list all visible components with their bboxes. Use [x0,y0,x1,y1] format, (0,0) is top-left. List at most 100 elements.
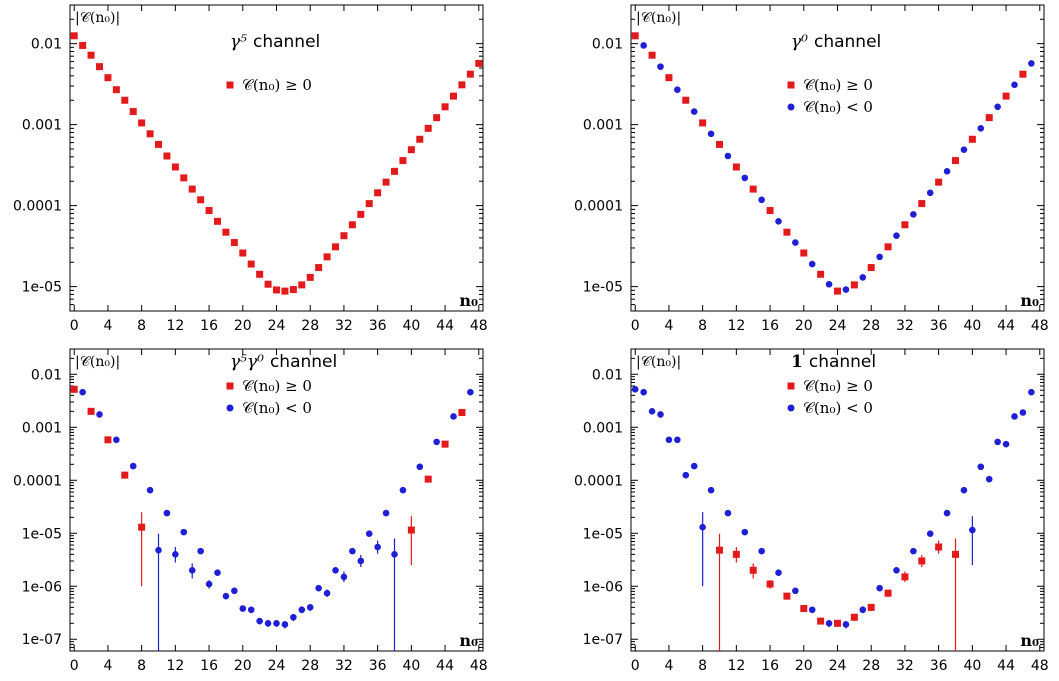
data-point-square [424,475,432,483]
data-point-square [901,573,909,581]
data-point-circle [340,573,348,581]
legend-marker-square [226,382,234,390]
data-point-square [441,103,449,111]
data-point-circle [876,253,883,261]
data-point-square [180,174,188,182]
data-point-square [357,210,365,218]
y-tick-label: 0.0001 [574,473,623,489]
data-point-circle [96,411,103,418]
data-point-circle [290,613,297,621]
data-point-circle [842,621,850,628]
data-point-square [484,49,491,56]
data-point-square [382,178,390,186]
data-point-square [247,260,255,268]
data-point-square [399,157,407,165]
data-point-circle [657,63,664,70]
legend-label: 𝒞(n₀) < 0 [242,399,312,417]
data-point-square [935,178,943,186]
y-tick-label: 1e-06 [583,579,623,595]
data-point-square [407,146,415,154]
data-point-circle [758,547,765,555]
data-point-circle [365,530,373,538]
data-point-square [732,550,740,558]
chart-title-symbol: γ⁰ [791,32,808,52]
data-point-square [273,286,280,294]
data-point-square [96,63,103,71]
chart-title-text: channel [270,352,337,372]
y-axis-label: |𝒞(n₀)| [75,10,120,26]
data-point-circle [631,386,639,393]
legend-label: 𝒞(n₀) ≥ 0 [803,76,873,94]
y-tick-label: 0.001 [22,420,62,436]
data-point-square [222,228,230,236]
data-point-circle [775,218,782,225]
data-point-square [315,264,323,272]
data-point-circle [205,580,213,588]
data-point-circle [113,436,120,444]
data-point-circle [188,566,196,574]
data-point-circle [1011,413,1018,420]
data-point-circle [1019,409,1027,416]
y-axis-label: |𝒞(n₀)| [636,354,681,370]
data-point-square [424,124,432,132]
x-tick-label: 36 [369,658,387,674]
x-tick-label: 16 [761,658,779,674]
x-tick-label: 12 [727,318,745,334]
chart-title: γ⁵γ⁰ channel [230,352,337,372]
data-point-square [391,167,398,175]
data-point-circle [682,471,690,479]
legend-marker-square [226,81,234,89]
data-point-circle [273,619,280,627]
data-layer [631,386,1035,651]
data-point-square [952,550,959,558]
data-point-circle [155,546,162,554]
x-tick-label: 20 [234,318,252,334]
data-point-circle [724,509,732,517]
y-tick-label: 1e-07 [583,632,623,648]
x-tick-label: 4 [664,658,673,674]
data-point-circle [1045,39,1052,46]
chart-panel-bottom-left: 0 4 8 12 16 20 24 28 32 36 40 44 480.010.0010.00011e… [13,348,488,674]
data-point-circle [808,606,816,614]
data-point-square [1019,70,1027,78]
data-point-square [817,617,825,625]
data-point-circle [741,528,749,536]
chart-title-text: channel [253,32,320,52]
data-point-circle [699,523,706,531]
data-point-square [850,281,858,289]
x-tick-label: 28 [862,658,880,674]
data-point-circle [391,551,398,558]
data-point-square [87,407,95,415]
x-axis-label: n₀ [459,631,478,650]
x-tick-label: 32 [896,658,914,674]
data-point-square [648,51,656,59]
x-tick-label: 4 [103,658,112,674]
data-point-square [197,196,205,204]
data-point-circle [315,584,322,592]
x-axis-label: n₀ [459,291,478,310]
data-point-circle [876,584,883,592]
y-tick-label: 0.01 [592,367,623,383]
x-tick-label: 0 [70,318,79,334]
data-point-circle [640,388,647,396]
y-tick-label: 1e-05 [22,526,62,542]
legend-label: 𝒞(n₀) < 0 [803,98,873,116]
data-point-square [867,603,875,611]
data-point-circle [214,569,221,577]
data-point-square [766,580,774,588]
x-tick-label: 48 [1031,658,1049,674]
x-axis-label: n₀ [1020,291,1039,310]
x-tick-label: 48 [1031,318,1049,334]
data-point-circle [222,592,230,600]
data-point-square [121,96,129,104]
x-tick-label: 40 [402,658,420,674]
x-tick-label: 44 [997,658,1015,674]
data-point-square [475,59,483,67]
data-point-square [146,130,154,138]
data-point-square [441,440,449,448]
data-point-square [214,217,221,225]
y-tick-label: 1e-05 [583,280,623,296]
data-point-square [188,185,196,193]
legend-marker-circle [787,103,795,111]
